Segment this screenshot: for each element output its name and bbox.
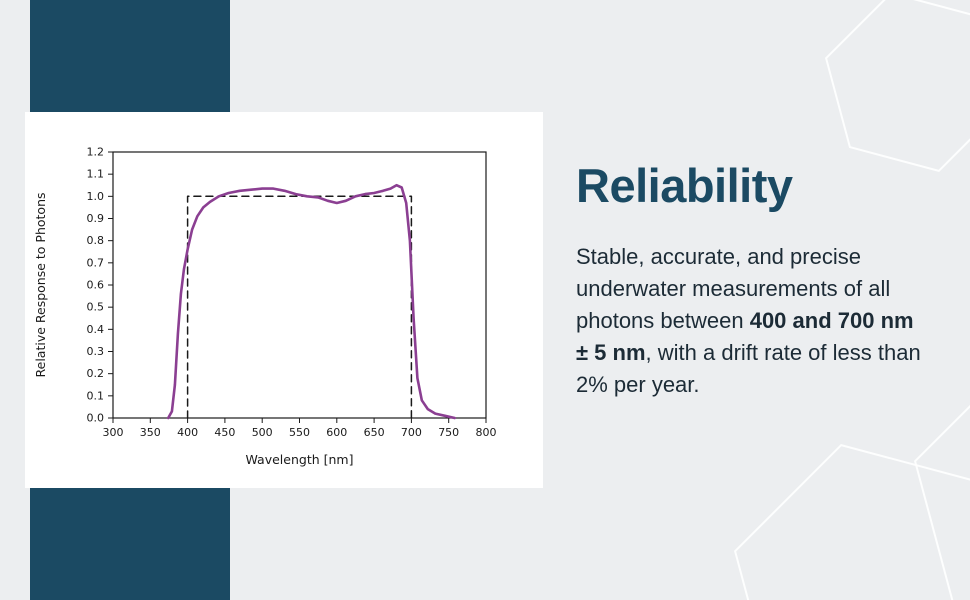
hexagon-outline: [824, 0, 970, 173]
spectral-response-chart: 300 350 400 450 500 550 600 650 700 750 800 0.0 0.1 0…: [33, 146, 497, 468]
y-tick-label: 1.2: [87, 146, 105, 159]
y-axis-title: Relative Response to Photons: [33, 192, 48, 377]
x-tick-label: 400: [177, 426, 198, 439]
x-tick-label: 350: [140, 426, 161, 439]
x-tick-label: 750: [438, 426, 459, 439]
section-title: Reliability: [576, 159, 793, 212]
section-paragraph: Stable, accurate, and precise underwater…: [576, 241, 928, 401]
x-tick-label: 600: [326, 426, 347, 439]
sensor-spectral-response: [166, 183, 457, 420]
y-tick-label: 0.4: [87, 323, 105, 336]
chart-card: 300 350 400 450 500 550 600 650 700 750 800 0.0 0.1 0…: [25, 112, 543, 488]
y-tick-label: 0.8: [87, 234, 105, 247]
info-panel: Reliability Stable, accurate, and precis…: [576, 158, 928, 401]
y-tick-label: 1.1: [87, 168, 105, 181]
y-tick-label: 0.6: [87, 279, 105, 292]
paragraph-segment: Stable, accurate, and precise underwater…: [576, 244, 891, 333]
x-tick-label: 300: [103, 426, 124, 439]
x-tick-label: 450: [214, 426, 235, 439]
x-tick-label: 700: [401, 426, 422, 439]
y-tick-label: 0.1: [87, 389, 105, 402]
x-tick-label: 650: [364, 426, 385, 439]
x-axis-title: Wavelength [nm]: [246, 452, 354, 467]
y-tick-label: 0.0: [87, 412, 105, 425]
y-tick-label: 1.0: [87, 190, 105, 203]
ideal-quantum-response-dashed: [186, 195, 413, 419]
x-tick-label: 550: [289, 426, 310, 439]
y-tick-label: 0.2: [87, 367, 105, 380]
y-tick-label: 0.5: [87, 301, 105, 314]
x-tick-label: 800: [476, 426, 497, 439]
paragraph-segment: , with a drift rate of less than 2% per …: [576, 340, 921, 397]
y-tick-label: 0.7: [87, 256, 105, 269]
hexagon-outline: [733, 443, 970, 600]
hexagon-outline: [913, 404, 970, 600]
y-tick-label: 0.3: [87, 345, 105, 358]
y-tick-label: 0.9: [87, 212, 105, 225]
plot-frame: [112, 151, 487, 419]
paragraph-segment-bold: 400 and 700 nm ± 5 nm: [576, 308, 914, 365]
x-tick-label: 500: [252, 426, 273, 439]
